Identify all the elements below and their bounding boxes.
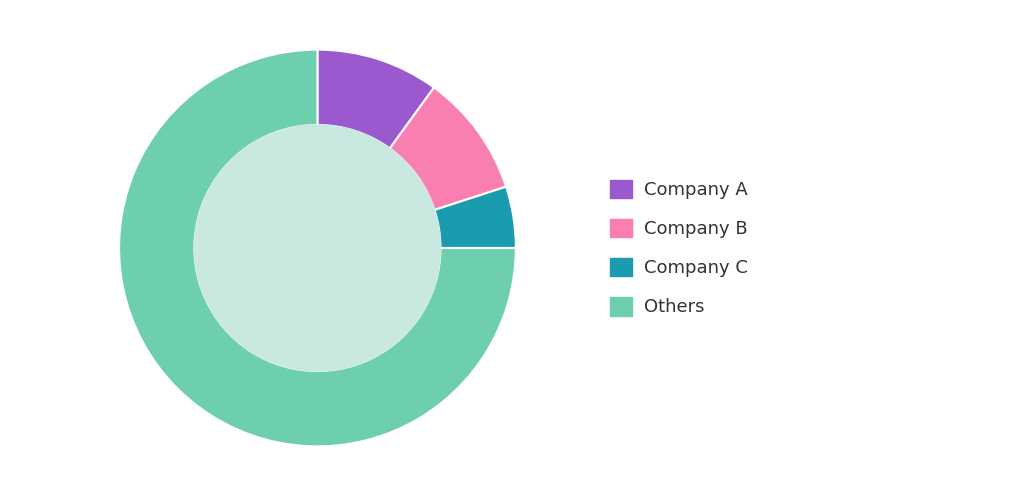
Circle shape: [195, 125, 440, 371]
Wedge shape: [434, 186, 516, 248]
Legend: Company A, Company B, Company C, Others: Company A, Company B, Company C, Others: [603, 172, 756, 324]
Wedge shape: [119, 50, 516, 446]
Wedge shape: [317, 50, 434, 148]
Wedge shape: [390, 87, 506, 210]
